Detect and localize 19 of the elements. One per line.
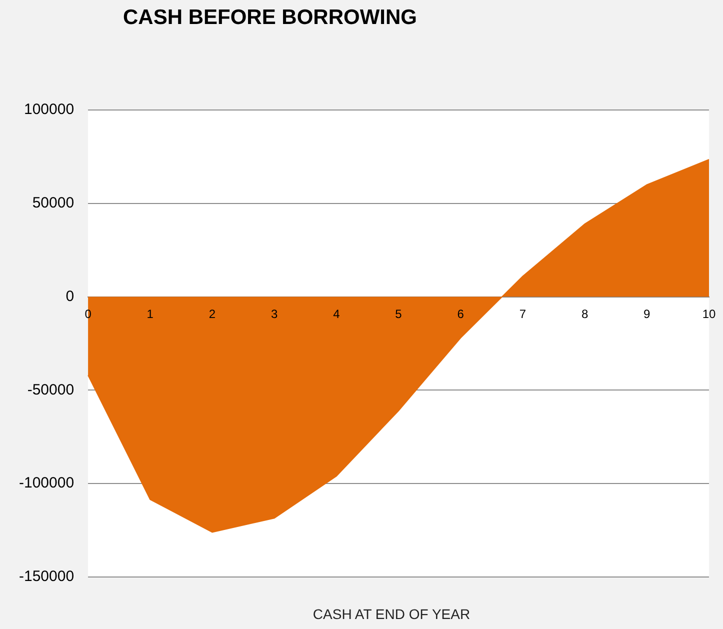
- y-tick-label: -50000: [27, 381, 74, 398]
- y-tick-label: -100000: [18, 474, 74, 492]
- x-tick-label: 8: [581, 307, 588, 322]
- x-tick-label: 2: [208, 307, 216, 322]
- y-tick-label: 0: [66, 288, 74, 305]
- y-tick-label: 50000: [32, 194, 74, 212]
- x-tick-label: 0: [84, 307, 92, 322]
- x-tick-label: 7: [519, 307, 526, 322]
- chart-title: CASH BEFORE BORROWING: [122, 6, 418, 30]
- x-tick-label: 5: [395, 307, 402, 322]
- y-tick-label: 100000: [24, 101, 74, 118]
- y-tick-label: -150000: [18, 568, 74, 586]
- x-tick-label: 9: [644, 307, 651, 322]
- x-tick-label: 6: [457, 307, 464, 322]
- x-axis-title: CASH AT END OF YEAR: [312, 606, 472, 622]
- x-tick-label: 10: [702, 307, 716, 322]
- x-tick-label: 4: [333, 307, 340, 322]
- x-tick-label: 1: [146, 307, 154, 322]
- x-tick-label: 3: [270, 307, 278, 322]
